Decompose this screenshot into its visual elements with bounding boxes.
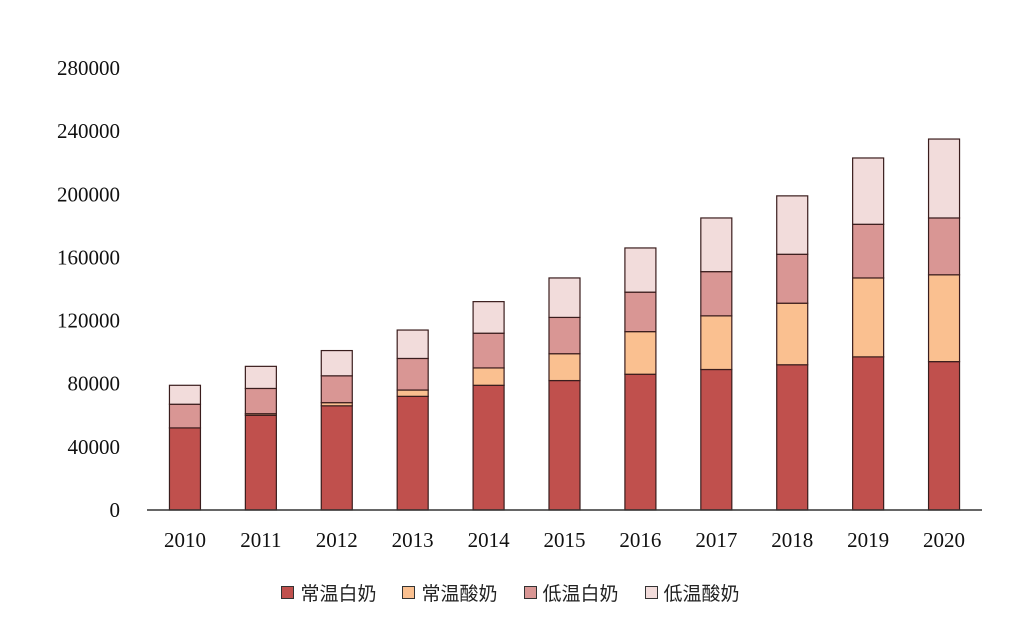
- legend-item: 常温白奶: [281, 579, 376, 606]
- y-tick-label: 80000: [68, 372, 121, 396]
- bar-segment: [548, 316, 581, 355]
- bar-segment: [852, 356, 885, 511]
- bar-segment: [548, 353, 581, 382]
- bar-segment: [624, 247, 657, 293]
- legend-item: 低温酸奶: [644, 579, 740, 606]
- bar-segment: [624, 331, 657, 375]
- bar-segment: [776, 253, 809, 304]
- x-tick-label: 2011: [240, 528, 281, 552]
- y-tick-label: 160000: [57, 245, 120, 269]
- x-axis-tick-labels: 2010 2011 2012 2013 2014 2015 2016 2017 2018 2019…: [164, 528, 965, 552]
- x-tick-label: 2017: [695, 528, 737, 552]
- bar-segment: [396, 329, 429, 360]
- legend-swatch: [281, 585, 295, 599]
- bar-segment: [168, 427, 202, 511]
- bar-segment: [852, 277, 885, 358]
- bar-segment: [472, 332, 505, 369]
- y-tick-label: 280000: [57, 56, 120, 80]
- bar-segment: [624, 373, 657, 511]
- y-tick-label: 0: [110, 498, 121, 522]
- bar-segment: [244, 387, 277, 415]
- bar-segment: [396, 395, 429, 511]
- bar-segment: [244, 414, 277, 511]
- bar-segment: [320, 375, 353, 404]
- legend-swatch: [644, 585, 658, 599]
- x-tick-label: 2016: [619, 528, 661, 552]
- legend-label: 低温酸奶: [663, 582, 740, 605]
- legend-swatch: [523, 585, 537, 599]
- bar-segment: [548, 379, 581, 511]
- bar-segment: [700, 271, 733, 317]
- bar-segment: [244, 365, 277, 390]
- bar-segment: [320, 405, 353, 511]
- legend-item: 低温白奶: [523, 579, 619, 606]
- y-tick-label: 40000: [68, 435, 121, 459]
- bar-segment: [472, 384, 505, 511]
- x-tick-label: 2015: [544, 528, 586, 552]
- bar-segment: [168, 384, 202, 405]
- bar-segment: [320, 349, 353, 377]
- bar-segment: [852, 157, 885, 225]
- x-tick-label: 2014: [468, 528, 511, 552]
- x-tick-label: 2020: [923, 528, 965, 552]
- bar-segment: [927, 361, 961, 511]
- bar-segment: [472, 301, 505, 334]
- bar-segment: [927, 217, 961, 276]
- bar-segment: [472, 367, 505, 386]
- y-tick-label: 120000: [57, 309, 120, 333]
- bar-segment: [548, 277, 581, 319]
- x-tick-label: 2010: [164, 528, 206, 552]
- y-tick-label: 240000: [57, 119, 120, 143]
- x-tick-label: 2012: [316, 528, 358, 552]
- y-axis-tick-labels: 0 40000 80000 120000 160000 200000 240000 28000…: [57, 56, 120, 522]
- bar-segment: [776, 302, 809, 366]
- legend: 常温白奶 常温酸奶 低温白奶 低温酸奶: [0, 577, 1021, 607]
- y-tick-label: 200000: [57, 182, 120, 206]
- bar-segment: [776, 195, 809, 255]
- bar-segment: [700, 217, 733, 273]
- x-tick-label: 2013: [392, 528, 434, 552]
- bar-segment: [168, 403, 202, 429]
- bar-segment: [776, 364, 809, 511]
- legend-item: 常温酸奶: [402, 579, 498, 606]
- legend-label: 低温白奶: [542, 582, 619, 605]
- bar-segment: [927, 138, 961, 219]
- legend-label: 常温酸奶: [421, 582, 498, 605]
- legend-swatch: [402, 585, 416, 599]
- x-tick-label: 2018: [771, 528, 813, 552]
- bar-segment: [927, 274, 961, 363]
- bars: [168, 138, 961, 511]
- bar-segment: [852, 223, 885, 279]
- bar-segment: [396, 389, 429, 397]
- legend-label: 常温白奶: [300, 582, 377, 605]
- bar-segment: [700, 315, 733, 371]
- bar-segment: [624, 291, 657, 333]
- bar-segment: [700, 368, 733, 511]
- x-tick-label: 2019: [847, 528, 889, 552]
- bar-segment: [396, 357, 429, 391]
